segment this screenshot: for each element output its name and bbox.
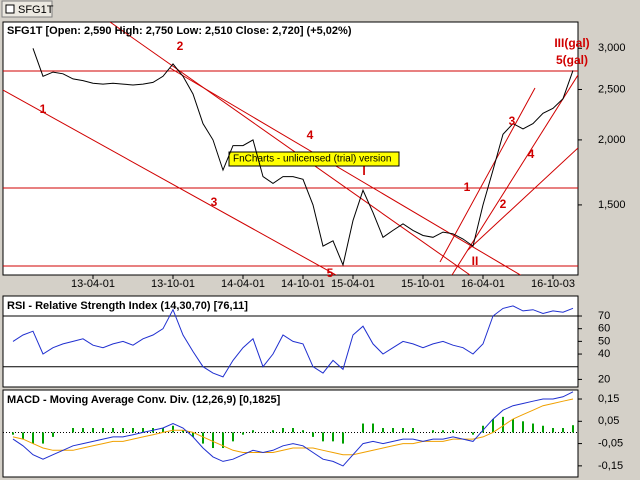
series-line bbox=[12, 305, 574, 378]
wave-label: 3 bbox=[211, 195, 218, 209]
y-tick-label: 60 bbox=[598, 323, 610, 335]
macd-panel bbox=[2, 389, 579, 478]
x-tick-label: 13-04-01 bbox=[71, 278, 115, 290]
x-tick-label: 16-04-01 bbox=[461, 278, 505, 290]
wave-label: 2 bbox=[500, 197, 507, 211]
y-tick-label: 20 bbox=[598, 373, 610, 385]
wave-label: 2 bbox=[177, 39, 184, 53]
window-title: SFG1T bbox=[18, 4, 54, 16]
x-tick-label: 14-10-01 bbox=[281, 278, 325, 290]
y-tick-label: 0,05 bbox=[598, 415, 619, 427]
x-tick-label: 16-10-03 bbox=[531, 278, 575, 290]
series-line bbox=[12, 398, 574, 456]
panel-title: RSI - Relative Strength Index (14,30,70)… bbox=[7, 300, 248, 312]
wave-label: 5(gal) bbox=[556, 53, 588, 67]
y-tick-label: -0,15 bbox=[598, 460, 623, 472]
wave-label: I bbox=[362, 164, 365, 178]
watermark: FnCharts - unlicensed (trial) version bbox=[233, 154, 391, 165]
x-tick-label: 15-04-01 bbox=[331, 278, 375, 290]
series-line bbox=[12, 391, 574, 467]
wave-label: 4 bbox=[307, 128, 314, 142]
wave-label: 5 bbox=[327, 266, 334, 280]
wave-label: 1 bbox=[464, 180, 471, 194]
y-tick-label: 50 bbox=[598, 335, 610, 347]
y-tick-label: 3,000 bbox=[598, 42, 626, 54]
trend-lines bbox=[3, 22, 578, 275]
wave-label: III(gal) bbox=[554, 36, 589, 50]
y-tick-label: 70 bbox=[598, 310, 610, 322]
panel-title: SFG1T [Open: 2,590 High: 2,750 Low: 2,51… bbox=[7, 25, 352, 37]
y-tick-label: 2,000 bbox=[598, 134, 626, 146]
x-tick-label: 13-10-01 bbox=[151, 278, 195, 290]
x-tick-label: 14-04-01 bbox=[221, 278, 265, 290]
watermark-box bbox=[228, 151, 400, 167]
wave-label: 1 bbox=[40, 102, 47, 116]
y-tick-label: 40 bbox=[598, 348, 610, 360]
wave-label: II bbox=[472, 254, 479, 268]
y-tick-label: 1,500 bbox=[598, 199, 626, 211]
wave-label: 3 bbox=[509, 114, 516, 128]
y-tick-label: 0,15 bbox=[598, 393, 619, 405]
series-line bbox=[32, 48, 574, 267]
x-tick-label: 15-10-01 bbox=[401, 278, 445, 290]
y-tick-label: 2,500 bbox=[598, 83, 626, 95]
y-tick-label: -0,05 bbox=[598, 437, 623, 449]
tab-icon bbox=[5, 4, 15, 14]
wave-label: 4 bbox=[528, 147, 535, 161]
panel-title: MACD - Moving Average Conv. Div. (12,26,… bbox=[7, 394, 281, 406]
